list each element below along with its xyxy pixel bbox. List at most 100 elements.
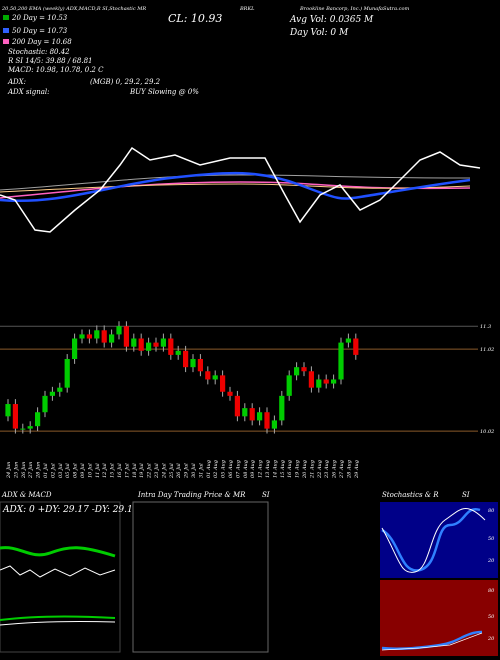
x-tick-label: 06 Aug [228, 460, 234, 478]
x-tick-label: 05 Aug [221, 460, 227, 478]
top-line: 20,50,200 EMA (weekly) ADX,MACD,R SI,Sto… [1, 5, 146, 12]
candle-body [160, 338, 166, 347]
candle-body [12, 404, 18, 429]
candle-body [286, 375, 292, 396]
x-tick-label: 23 Aug [324, 460, 330, 479]
macd-line [0, 615, 116, 621]
candle-body [116, 326, 122, 335]
x-tick-label: 05 Jul [65, 463, 71, 478]
candle-body [138, 338, 144, 351]
y-tick-label: 11.02 [480, 347, 494, 353]
x-tick-label: 21 Aug [309, 460, 315, 479]
candle-body [205, 371, 211, 380]
x-tick-label: 09 Aug [250, 460, 256, 478]
left-title: ADX & MACD [1, 491, 52, 499]
candle-body [257, 412, 263, 421]
x-tick-label: 18 Jul [132, 463, 138, 478]
x-tick-label: 27 Jun [28, 462, 34, 479]
x-tick-label: 14 Aug [272, 460, 278, 478]
middle-suffix: SI [262, 491, 270, 499]
candle-body [242, 408, 248, 417]
x-tick-label: 16 Aug [287, 460, 293, 478]
candle-body [49, 391, 55, 396]
adx-line [0, 546, 116, 558]
x-tick-label: 03 Jul [58, 463, 64, 478]
x-tick-label: 11 Jul [95, 463, 101, 478]
x-tick-label: 26 Aug [332, 460, 338, 479]
candle-body [101, 330, 107, 343]
x-tick-label: 20 Aug [302, 460, 308, 479]
candle-body [109, 334, 115, 343]
x-tick-label: 02 Aug [213, 460, 219, 478]
macd-signal [0, 620, 116, 626]
adx-signal-value: BUY Slowing @ 0% [129, 88, 199, 96]
ema200-swatch [3, 39, 9, 44]
company: Brookline Bancorp, Inc.) MunafaSutra.com [299, 5, 409, 12]
avg-vol: Avg Vol: 0.0365 M [289, 15, 374, 25]
ticker: BRKL [239, 6, 255, 12]
ema200: 200 Day = 10.68 [11, 38, 72, 46]
x-tick-label: 29 Jul [184, 463, 190, 479]
candle-body [175, 350, 181, 355]
x-tick-label: 31 Jul [198, 463, 204, 478]
candle-body [79, 334, 85, 339]
candle-body [323, 379, 329, 384]
candle-body [316, 379, 322, 388]
candle-body [20, 428, 26, 430]
candle-body [308, 371, 314, 388]
candle-body [183, 350, 189, 368]
x-tick-label: 01 Jul [43, 463, 49, 478]
rsi-signal [381, 632, 483, 651]
stoch-signal [381, 508, 486, 573]
x-tick-label: 27 Aug [339, 460, 345, 479]
candle-body [220, 375, 226, 392]
candle-body [264, 412, 270, 429]
middle-panel [132, 501, 269, 653]
macd: MACD: 10.98, 10.78, 0.2 C [7, 66, 104, 74]
adx-values: (MGB) 0, 29.2, 29.2 [90, 78, 161, 86]
right-suffix: SI [462, 491, 470, 499]
candle-body [123, 326, 129, 347]
di-line [0, 565, 116, 578]
x-tick-label: 28 Aug [346, 460, 352, 479]
candle-body [345, 338, 351, 343]
candle-body [146, 342, 152, 351]
adx-signal: ADX signal: [7, 88, 49, 96]
x-tick-label: 01 Aug [206, 460, 212, 478]
x-tick-label: 24 Jul [161, 463, 167, 479]
candle-body [94, 330, 100, 339]
candle-body [279, 395, 285, 421]
left-panel [0, 501, 121, 653]
candle-body [331, 379, 337, 384]
x-tick-label: 26 Jun [21, 462, 27, 479]
x-tick-label: 09 Jul [80, 463, 86, 478]
x-tick-label: 26 Jul [176, 463, 182, 479]
x-tick-label: 19 Aug [295, 460, 301, 478]
x-tick-label: 07 Aug [235, 460, 241, 478]
x-tick-label: 29 Aug [354, 460, 360, 479]
candle-body [27, 426, 33, 429]
candle-body [86, 334, 92, 339]
x-tick-label: 10 Jul [87, 463, 93, 478]
rsi-label: 50 [488, 614, 495, 620]
close: CL: 10.93 [168, 12, 222, 25]
candle-body [190, 358, 196, 368]
x-tick-label: 23 Jul [154, 463, 160, 479]
right-title: Stochastics & R [382, 491, 439, 499]
candle-body [249, 408, 255, 421]
x-tick-label: 12 Aug [258, 460, 264, 478]
x-tick-label: 08 Aug [243, 460, 249, 478]
indicator-lines [0, 146, 481, 233]
stoch-label: 80 [488, 508, 495, 514]
candle-body [353, 338, 359, 355]
x-tick-label: 25 Jun [13, 462, 19, 479]
candle-body [338, 342, 344, 380]
x-tick-label: 22 Aug [317, 460, 323, 479]
x-tick-label: 16 Jul [117, 463, 123, 478]
candle-body [234, 395, 240, 417]
candle-body [227, 391, 233, 396]
x-tick-label: 12 Jul [102, 463, 108, 478]
candle-body [57, 387, 63, 392]
x-tick-label: 24 Jun [6, 462, 12, 479]
